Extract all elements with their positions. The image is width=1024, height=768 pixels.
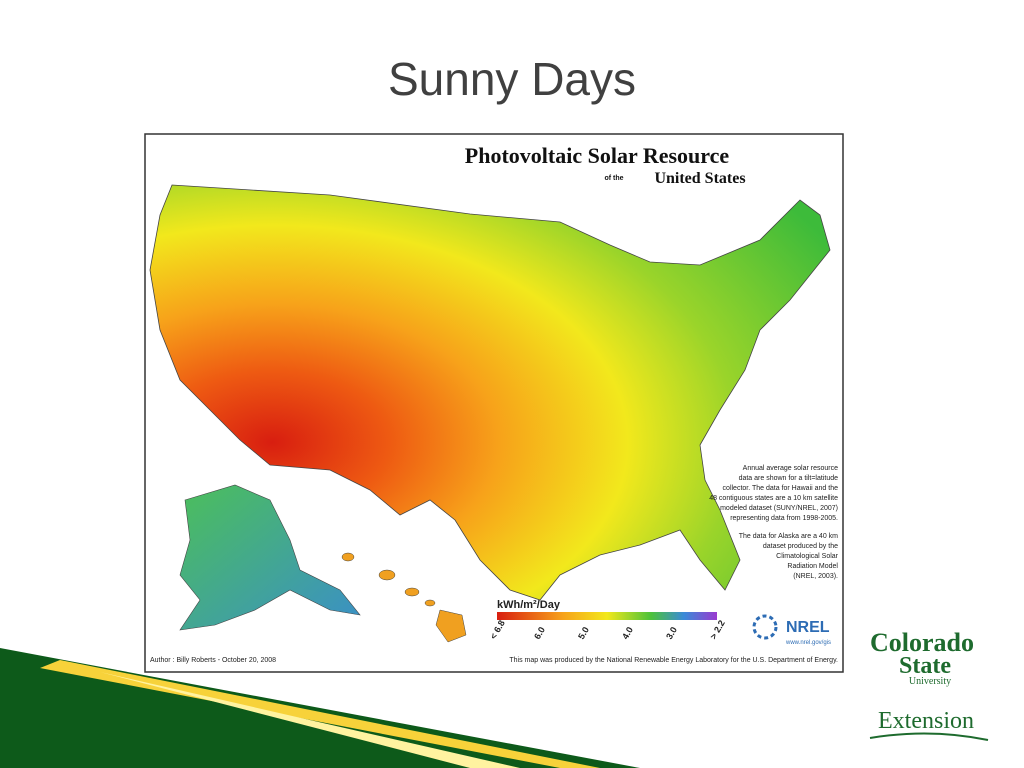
note-line: data are shown for a tilt=latitude (739, 475, 839, 482)
csu-logo-2: State (899, 653, 951, 679)
extension-swoosh (869, 732, 989, 741)
alaska-note-line: The data for Alaska are a 40 km (739, 533, 838, 540)
alaska-note-line: Climatological Solar (776, 553, 839, 560)
alaska-note-line: Radiation Model (787, 563, 838, 570)
author: Author : Billy Roberts - October 20, 200… (150, 657, 276, 664)
swoosh-yellow (40, 660, 600, 768)
map-title: Photovoltaic Solar Resource (465, 143, 730, 168)
alaska (179, 484, 361, 631)
hawaii (341, 552, 467, 643)
extension-logo: Extension (878, 708, 974, 734)
csu-logo-1: Colorado (870, 628, 974, 657)
alaska-note-line: dataset produced by the (763, 543, 838, 550)
nrel-icon (752, 614, 778, 640)
note-line: modeled dataset (SUNY/NREL, 2007) (720, 505, 838, 512)
note-line: Annual average solar resource (743, 465, 838, 472)
us-map (149, 184, 831, 601)
note-line: representing data from 1998-2005. (730, 515, 838, 522)
slide-title: Sunny Days (388, 53, 636, 105)
legend-bar (497, 612, 717, 620)
swoosh-light (100, 672, 520, 768)
nrel-url: www.nrel.gov/gis (785, 640, 831, 646)
legend-title: kWh/m²/Day (497, 599, 561, 611)
nrel-logo: NREL (786, 619, 830, 636)
note-line: collector. The data for Hawaii and the (723, 485, 839, 492)
csu-logo-3: University (909, 676, 951, 687)
map-subtitle: United States (654, 170, 745, 187)
credit: This map was produced by the National Re… (509, 657, 838, 664)
swoosh-green (0, 648, 640, 768)
note-line: 48 contiguous states are a 10 km satelli… (709, 495, 838, 502)
alaska-note-line: (NREL, 2003). (793, 573, 838, 580)
map-subtitle-prefix: of the (604, 175, 623, 182)
